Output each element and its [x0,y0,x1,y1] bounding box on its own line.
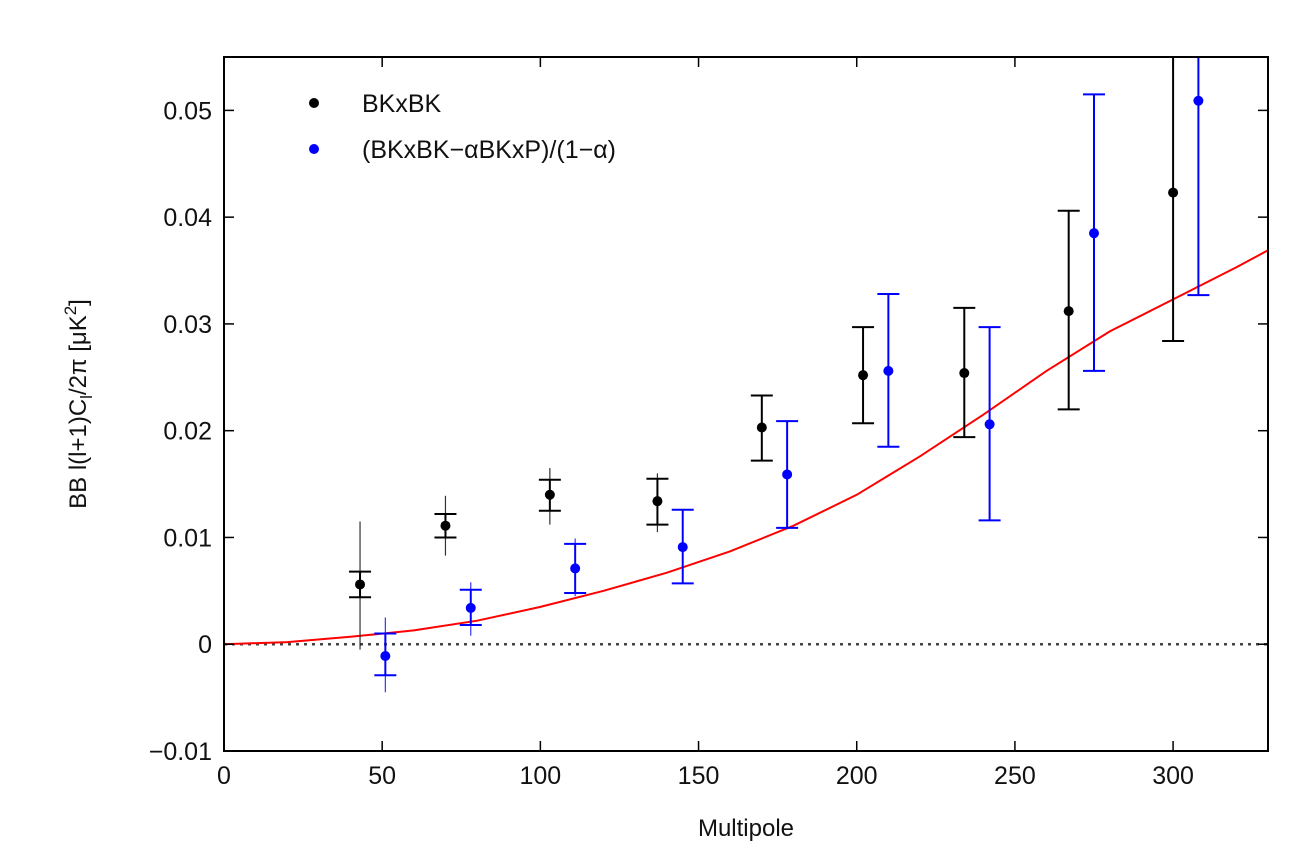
series-1-point-6 [852,326,875,425]
axes: 0 50 100 150 200 250 300−0.0100.010.020.030.04… [149,56,1269,790]
series-1-point-7 [953,306,976,439]
series-1 [349,57,1185,650]
data-point [1089,228,1099,239]
data-point [677,542,688,553]
x-axis-label: Multipole [698,815,794,842]
data-point [959,368,970,379]
series-2-point-3 [564,538,587,597]
model-curve [223,249,1269,646]
legend-label: BKxBK [362,90,442,118]
x-tick-label: 200 [836,762,878,790]
legend-item-1: BKxBK [309,90,442,118]
series-2-point-1 [374,617,397,693]
series-1-point-9 [1162,57,1185,343]
series-1-point-1 [349,521,372,650]
legend-marker [309,98,319,108]
series-1-point-5 [750,394,773,462]
data-point [858,370,869,381]
series-1-point-4 [646,473,669,533]
y-tick-label: 0 [198,631,212,659]
data-point [380,650,391,661]
x-tick-label: 300 [1152,762,1194,790]
y-axis-label-sub: l [77,395,96,399]
series-2-point-2 [459,582,482,636]
x-tick-label: 150 [678,762,720,790]
data-point [1168,187,1179,198]
legend-item-2: (BKxBK−αBKxP)/(1−α) [309,136,616,164]
y-axis-label-mid: /2π [μK [65,315,92,395]
plot-frame [223,56,1269,752]
y-tick-label: 0.02 [163,418,212,446]
legend: BKxBK (BKxBK−αBKxP)/(1−α) [309,90,616,164]
y-tick-label: 0.03 [163,311,212,339]
series-1-point-2 [434,495,457,556]
data-point [1063,306,1074,317]
data-point [465,602,476,613]
data-point [440,520,451,531]
data-point [652,496,663,507]
data-point [782,469,793,480]
y-tick-label: 0.04 [163,204,212,232]
series-2-point-7 [978,326,1001,522]
y-tick-label: 0.01 [163,524,212,552]
series-2-point-5 [776,420,799,529]
data-point [756,422,767,433]
data-points-layer [349,57,1210,693]
series-2 [374,57,1210,693]
y-axis-label-end: ] [65,299,92,306]
y-tick-label: −0.01 [149,738,212,766]
y-axis-label-sup: 2 [61,306,80,315]
series-2-point-4 [671,508,694,585]
y-axis-label: BB l(l+1)Cl/2π [μK2] [61,299,96,509]
series-2-point-9 [1187,57,1210,297]
x-tick-label: 100 [520,762,562,790]
series-2-point-6 [877,293,900,448]
data-point [984,419,995,430]
series-1-point-3 [538,468,561,525]
data-point [1193,95,1204,106]
data-point [355,579,366,590]
series-2-point-8 [1083,93,1105,372]
data-point [544,489,555,500]
y-axis-label-base: BB l(l+1)C [65,399,92,509]
x-tick-label: 50 [368,762,396,790]
data-point [570,563,581,574]
legend-label: (BKxBK−αBKxP)/(1−α) [362,136,616,164]
x-tick-label: 0 [217,762,231,790]
y-tick-label: 0.05 [163,97,212,125]
series-1-point-8 [1057,209,1080,411]
model-curve-layer [223,249,1269,646]
data-point [883,365,894,376]
x-tick-label: 250 [994,762,1036,790]
legend-marker [309,144,319,154]
